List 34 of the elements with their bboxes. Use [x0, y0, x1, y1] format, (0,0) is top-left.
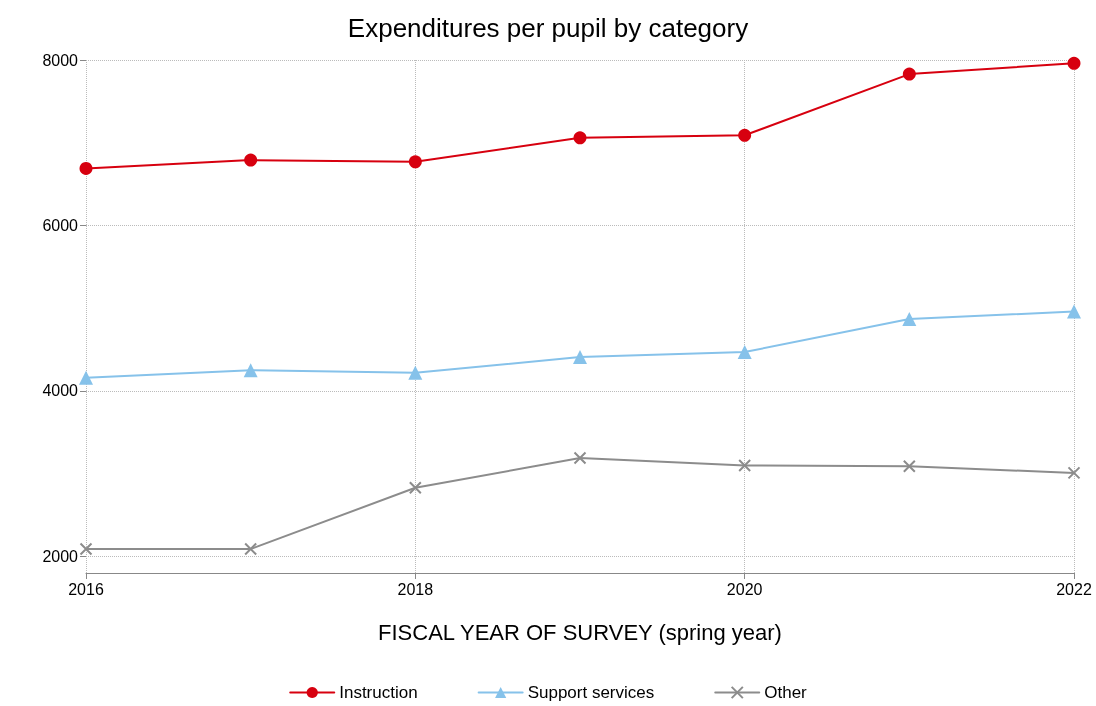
point — [1067, 304, 1081, 319]
x-tick-label: 2018 — [397, 580, 434, 598]
point — [902, 459, 916, 473]
point — [737, 345, 752, 360]
point — [244, 542, 258, 556]
point — [738, 128, 752, 142]
point — [902, 67, 916, 81]
point — [902, 311, 917, 326]
point — [573, 451, 587, 465]
x-tick-label: 2016 — [68, 580, 104, 598]
point — [738, 458, 752, 472]
point — [243, 363, 258, 378]
x-tick-label: 2022 — [1056, 580, 1092, 598]
x-tick-label: 2020 — [726, 580, 763, 598]
point — [573, 131, 587, 145]
point — [1067, 466, 1081, 480]
point — [244, 153, 258, 167]
point — [573, 350, 587, 365]
point — [79, 370, 93, 385]
legend-label: Other — [764, 683, 808, 702]
point — [1067, 56, 1081, 70]
point — [79, 161, 93, 175]
y-tick-label: 8000 — [42, 51, 79, 69]
point — [408, 481, 422, 495]
point — [408, 365, 423, 380]
point — [408, 155, 422, 169]
y-tick-label: 6000 — [42, 216, 79, 234]
chart-title: Expenditures per pupil by category — [347, 13, 749, 43]
y-tick-label: 4000 — [42, 382, 79, 400]
legend-label: Support services — [527, 683, 655, 702]
point — [79, 542, 93, 556]
legend-label: Instruction — [339, 683, 418, 702]
y-tick-label: 2000 — [42, 547, 79, 565]
x-axis-title: FISCAL YEAR OF SURVEY (spring year) — [378, 619, 782, 645]
